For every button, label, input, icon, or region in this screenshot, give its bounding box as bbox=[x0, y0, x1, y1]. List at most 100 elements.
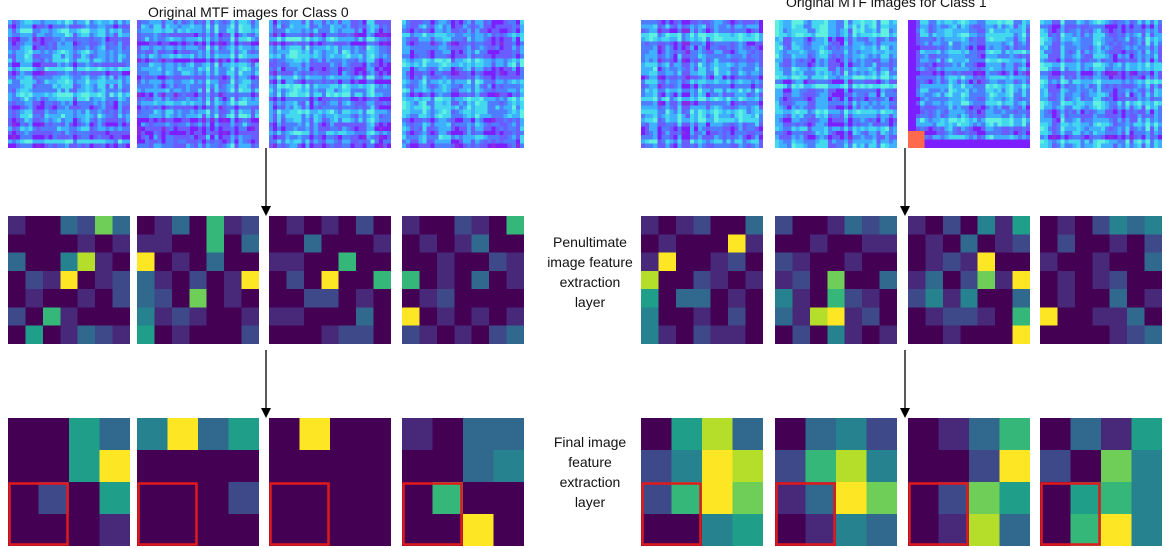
mtf-pixel bbox=[430, 20, 435, 25]
mtf-pixel bbox=[848, 54, 853, 59]
mtf-pixel bbox=[827, 49, 833, 55]
mtf-pixel bbox=[734, 24, 739, 29]
mtf-pixel bbox=[689, 88, 695, 93]
mtf-pixel bbox=[137, 37, 142, 42]
mtf-pixel bbox=[121, 105, 127, 110]
mtf-pixel bbox=[677, 45, 682, 51]
mtf-pixel bbox=[370, 20, 376, 25]
mtf-pixel bbox=[746, 45, 752, 51]
mtf-pixel bbox=[641, 126, 646, 132]
mtf-pixel bbox=[754, 109, 760, 115]
mtf-pixel bbox=[141, 71, 146, 76]
mtf-pixel bbox=[702, 66, 707, 72]
mtf-pixel bbox=[222, 113, 227, 119]
mtf-pixel bbox=[28, 41, 33, 46]
mtf-pixel bbox=[342, 130, 347, 136]
mtf-pixel bbox=[226, 135, 231, 140]
mtf-pixel bbox=[471, 75, 476, 81]
mtf-pixel bbox=[702, 79, 707, 85]
mtf-pixel bbox=[511, 62, 517, 68]
mtf-pixel bbox=[645, 143, 650, 148]
mtf-pixel bbox=[250, 135, 256, 140]
mtf-pixel bbox=[52, 84, 58, 89]
mtf-pixel bbox=[73, 66, 78, 72]
mtf-pixel bbox=[442, 126, 448, 132]
mtf-pixel bbox=[254, 96, 259, 102]
mtf-pixel bbox=[181, 118, 187, 123]
mtf-pixel bbox=[52, 28, 58, 34]
mtf-pixel bbox=[706, 130, 711, 136]
mtf-pixel bbox=[137, 113, 142, 119]
mtf-pixel bbox=[787, 54, 792, 59]
mtf-pixel bbox=[198, 41, 203, 46]
mtf-pixel bbox=[342, 84, 347, 89]
mtf-pixel bbox=[722, 84, 727, 89]
mtf-pixel bbox=[475, 28, 480, 34]
mtf-pixel bbox=[48, 92, 54, 98]
mtf-pixel bbox=[36, 41, 41, 46]
mtf-pixel bbox=[467, 126, 472, 132]
mtf-pixel bbox=[149, 84, 154, 89]
mtf-pixel bbox=[358, 92, 363, 98]
mtf-pixel bbox=[758, 62, 763, 68]
mtf-pixel bbox=[402, 88, 407, 93]
mtf-pixel bbox=[374, 113, 380, 119]
mtf-pixel bbox=[69, 79, 74, 85]
mtf-pixel bbox=[145, 24, 150, 29]
mtf-pixel bbox=[370, 75, 376, 81]
mtf-pixel bbox=[210, 96, 215, 102]
mtf-pixel bbox=[254, 109, 259, 115]
mtf-pixel bbox=[254, 92, 259, 98]
mtf-pixel bbox=[214, 88, 219, 93]
mtf-pixel bbox=[734, 139, 739, 145]
mtf-pixel bbox=[149, 143, 154, 148]
mtf-pixel bbox=[214, 20, 219, 25]
mtf-pixel bbox=[880, 75, 886, 81]
mtf-pixel bbox=[730, 118, 735, 123]
mtf-pixel bbox=[189, 71, 195, 76]
mtf-pixel bbox=[20, 126, 25, 132]
mtf-pixel bbox=[350, 28, 355, 34]
mtf-pixel bbox=[121, 139, 127, 145]
mtf-pixel bbox=[868, 66, 873, 72]
mtf-pixel bbox=[52, 105, 58, 110]
mtf-pixel bbox=[12, 54, 17, 59]
mtf-pixel bbox=[491, 62, 496, 68]
mtf-pixel bbox=[787, 37, 792, 42]
mtf-pixel bbox=[32, 54, 37, 59]
mtf-pixel bbox=[277, 45, 282, 51]
mtf-pixel bbox=[499, 32, 504, 38]
mtf-pixel bbox=[726, 37, 731, 42]
mtf-pixel bbox=[815, 79, 821, 85]
mtf-pixel bbox=[430, 32, 435, 38]
mtf-pixel bbox=[779, 66, 784, 72]
mtf-pixel bbox=[475, 45, 480, 51]
mtf-pixel bbox=[317, 66, 323, 72]
mtf-pixel bbox=[734, 118, 739, 123]
mtf-pixel bbox=[293, 88, 298, 93]
mtf-pixel bbox=[246, 71, 252, 76]
mtf-pixel bbox=[463, 54, 468, 59]
mtf-pixel bbox=[52, 92, 58, 98]
mtf-pixel bbox=[422, 45, 427, 51]
mtf-pixel bbox=[273, 118, 278, 123]
mtf-pixel bbox=[495, 71, 500, 76]
mtf-pixel bbox=[819, 79, 825, 85]
mtf-pixel bbox=[169, 113, 174, 119]
mtf-pixel bbox=[422, 54, 427, 59]
mtf-pixel bbox=[657, 58, 662, 63]
mtf-pixel bbox=[406, 66, 411, 72]
mtf-pixel bbox=[868, 58, 873, 63]
mtf-pixel bbox=[85, 66, 90, 72]
mtf-pixel bbox=[689, 109, 695, 115]
mtf-pixel bbox=[815, 24, 821, 29]
mtf-pixel bbox=[289, 20, 294, 25]
mtf-pixel bbox=[418, 37, 423, 42]
mtf-pixel bbox=[334, 101, 339, 106]
mtf-pixel bbox=[726, 41, 731, 46]
mtf-pixel bbox=[330, 84, 335, 89]
mtf-pixel bbox=[661, 71, 666, 76]
mtf-pixel bbox=[153, 75, 158, 81]
mtf-pixel bbox=[113, 92, 119, 98]
mtf-pixel bbox=[193, 62, 199, 68]
